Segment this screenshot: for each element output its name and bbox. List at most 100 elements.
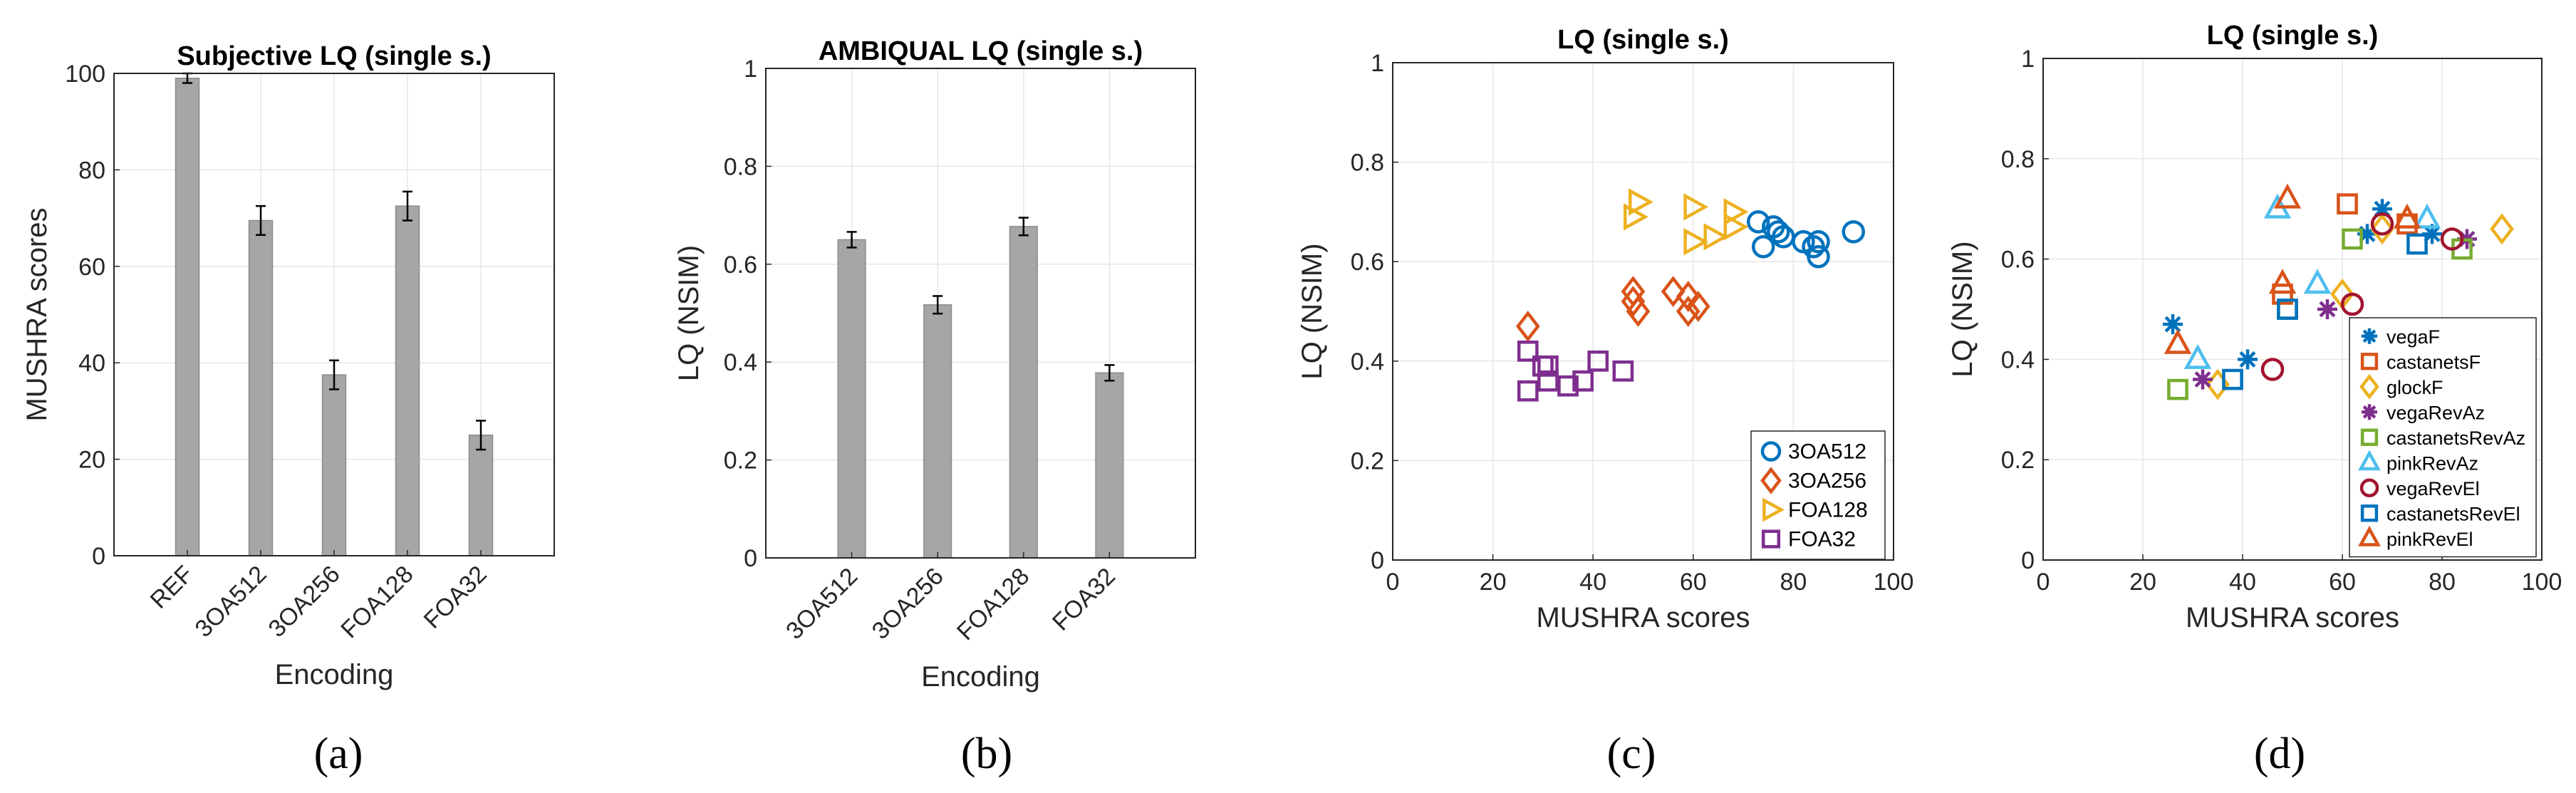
x-axis-label: MUSHRA scores	[2186, 602, 2399, 633]
y-tick-label: 0.2	[2001, 447, 2035, 474]
axes-box	[765, 68, 1196, 559]
y-tick-label: 0.8	[724, 153, 757, 180]
legend-label-3OA512: 3OA512	[1788, 440, 1866, 464]
bar-FOA128	[395, 205, 420, 556]
data-point-pinkRevAz	[2413, 203, 2441, 229]
x-tick-label-3OA256: 3OA256	[264, 561, 346, 643]
caption-b: (b)	[961, 730, 1012, 778]
caption-a: (a)	[314, 730, 363, 778]
data-point-FOA32	[1557, 375, 1579, 397]
data-point-pinkRevAz	[2303, 269, 2332, 294]
panel-b-bar-chart: 0 0.2 0.4 0.6 0.8 1 3OA512 3OA256 FOA128 FOA32 AMB…	[673, 36, 1196, 693]
y-tick-label: 0.8	[1351, 150, 1384, 177]
x-tick-label: 80	[1780, 569, 1807, 596]
y-tick-label: 0.4	[724, 349, 757, 376]
data-point-3OA256	[1626, 296, 1651, 327]
data-point-vegaRevEl	[2370, 212, 2394, 236]
data-point-FOA32	[1572, 370, 1594, 392]
y-tick-label: 1	[1371, 50, 1384, 77]
y-tick-label: 1	[744, 56, 757, 83]
data-point-FOA128	[1623, 203, 1648, 231]
data-point-vegaF	[2357, 224, 2377, 244]
data-point-3OA256	[1515, 311, 1540, 342]
legend-label-FOA128: FOA128	[1788, 499, 1868, 522]
data-point-glockF	[2370, 213, 2394, 245]
data-point-FOA128	[1629, 188, 1653, 216]
data-point-FOA32	[1537, 370, 1559, 392]
data-point-vegaF	[2372, 199, 2392, 219]
caption-c: (c)	[1607, 730, 1656, 778]
bar-3OA256	[923, 304, 952, 559]
axes-box	[113, 73, 555, 556]
legend-marker-vegaRevAz	[2362, 404, 2377, 420]
data-point-FOA128	[1703, 223, 1729, 251]
x-tick-label-REF: REF	[145, 561, 199, 614]
y-tick-label: 0.4	[1351, 348, 1384, 375]
legend-label-vegaF: vegaF	[2387, 326, 2440, 348]
legend-marker-castanetsRevEl	[2360, 504, 2379, 522]
y-axis-label: MUSHRA scores	[21, 207, 53, 421]
x-tick-label: 60	[1680, 569, 1707, 596]
y-tick-label: 0	[92, 543, 105, 570]
data-point-castanetsRevEl	[2406, 233, 2428, 255]
data-point-vegaRevEl	[2340, 292, 2364, 316]
data-point-3OA512	[1807, 230, 1830, 254]
legend-marker-pinkRevEl	[2358, 525, 2381, 546]
x-tick-label: 40	[2229, 569, 2256, 596]
legend-label-vegaRevEl: vegaRevEl	[2387, 478, 2480, 499]
data-point-FOA32	[1517, 340, 1539, 362]
data-point-castanetsRevEl	[2222, 368, 2243, 390]
data-point-FOA128	[1683, 228, 1709, 256]
y-tick-label: 20	[78, 447, 105, 474]
x-axis-label: Encoding	[921, 661, 1040, 693]
legend: 3OA512 3OA256 FOA128 FOA32	[1750, 430, 1886, 560]
y-tick-label: 40	[78, 350, 105, 377]
data-point-pinkRevAz	[2183, 343, 2212, 369]
data-point-castanetsRevAz	[2167, 378, 2188, 400]
data-point-3OA256	[1676, 281, 1700, 312]
data-point-vegaRevAz	[2193, 369, 2213, 390]
data-point-FOA128	[1683, 193, 1709, 221]
chart-title: Subjective LQ (single s.)	[177, 41, 491, 71]
data-point-3OA512	[1807, 244, 1830, 269]
x-tick-label: 20	[2129, 569, 2156, 596]
y-tick-label: 0.6	[724, 252, 757, 279]
bar-FOA128	[1009, 226, 1038, 559]
legend-marker-vegaRevEl	[2359, 478, 2379, 497]
legend-marker-3OA256	[1760, 467, 1782, 494]
x-tick-label: 100	[1874, 569, 1914, 596]
panel-c-scatter-plot: 0 0.2 0.4 0.6 0.8 1 0 20 40 60 80 100 3OA512 3OA256 FO…	[1297, 25, 1913, 633]
y-axis-label: LQ (NSIM)	[673, 245, 705, 381]
legend-box	[2349, 317, 2537, 558]
x-tick-label-3OA512: 3OA512	[781, 563, 863, 645]
data-point-castanetsF	[2337, 193, 2358, 215]
x-tick-label: 40	[1579, 569, 1606, 596]
chart-title: AMBIQUAL LQ (single s.)	[819, 36, 1143, 66]
legend-label-3OA256: 3OA256	[1788, 470, 1866, 493]
y-tick-label: 60	[78, 254, 105, 281]
data-point-castanetsF	[2272, 284, 2293, 305]
data-point-pinkRevEl	[2273, 183, 2302, 209]
bar-FOA32	[1095, 372, 1124, 559]
x-axis-label: Encoding	[275, 659, 394, 690]
legend-label-castanetsRevEl: castanetsRevEl	[2387, 503, 2520, 524]
data-point-vegaRevAz	[2317, 299, 2337, 319]
data-point-FOA32	[1587, 350, 1609, 372]
legend-label-FOA32: FOA32	[1788, 528, 1856, 551]
legend-marker-glockF	[2359, 373, 2379, 400]
y-tick-label: 0.6	[2001, 247, 2035, 274]
legend-label-castanetsRevAz: castanetsRevAz	[2387, 427, 2525, 449]
legend-marker-castanetsRevAz	[2360, 428, 2379, 446]
bar-REF	[175, 78, 200, 556]
legend-label-castanetsF: castanetsF	[2387, 351, 2481, 373]
x-tick-label-3OA512: 3OA512	[190, 561, 272, 643]
axes-box	[1392, 62, 1894, 561]
data-point-vegaF	[2238, 349, 2258, 370]
legend-box	[1750, 430, 1886, 560]
x-tick-label: 0	[1386, 569, 1400, 596]
data-point-FOA32	[1517, 380, 1539, 402]
data-point-FOA32	[1612, 360, 1634, 382]
x-tick-label-FOA128: FOA128	[952, 563, 1034, 646]
x-tick-label-3OA256: 3OA256	[867, 563, 949, 645]
